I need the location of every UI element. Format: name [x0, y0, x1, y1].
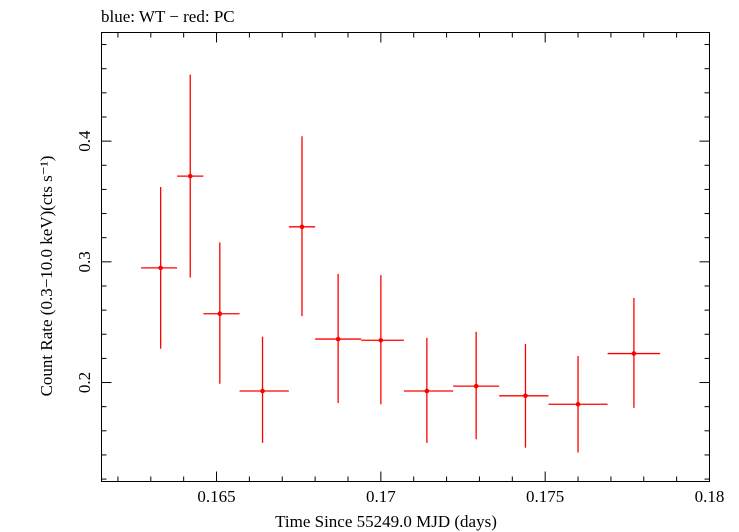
point-marker: [335, 336, 341, 342]
point-marker: [299, 224, 305, 230]
chart-title: blue: WT − red: PC: [101, 7, 235, 26]
y-tick-label: 0.3: [75, 251, 94, 272]
data-point: [499, 343, 549, 448]
data-point: [315, 273, 362, 404]
point-marker: [523, 393, 528, 399]
point-marker: [158, 265, 163, 271]
point-marker: [217, 311, 223, 317]
data-point: [288, 136, 316, 317]
data-point: [548, 355, 608, 453]
data-point: [203, 242, 240, 384]
y-axis-label: Count Rate (0.3−10.0 keV)(cts s⁻¹): [37, 156, 56, 397]
x-tick-label: 0.17: [366, 487, 396, 506]
data-point: [403, 337, 454, 443]
data-point: [361, 275, 404, 405]
data-point: [453, 331, 500, 440]
point-marker: [473, 383, 479, 389]
axis-ticks: [101, 32, 710, 482]
plot-frame: [101, 32, 710, 482]
y-tick-label: 0.4: [75, 130, 94, 152]
point-marker: [575, 401, 581, 407]
x-axis-label: Time Since 55249.0 MJD (days): [275, 512, 497, 531]
point-marker: [631, 351, 637, 356]
data-point: [140, 186, 178, 349]
x-tick-label: 0.175: [526, 487, 564, 506]
axis-tick-labels: 0.165 0.17 0.175 0.18 0.2 0.3 0.4: [75, 130, 724, 506]
y-tick-label: 0.2: [75, 372, 94, 393]
x-tick-label: 0.165: [197, 487, 235, 506]
point-marker: [187, 173, 193, 179]
data-point: [177, 74, 204, 278]
data-points: [140, 74, 661, 453]
point-marker: [378, 337, 384, 343]
x-tick-label: 0.18: [695, 487, 725, 506]
data-point: [239, 336, 289, 443]
data-point: [607, 298, 661, 408]
point-marker: [424, 388, 430, 394]
point-marker: [260, 388, 265, 394]
